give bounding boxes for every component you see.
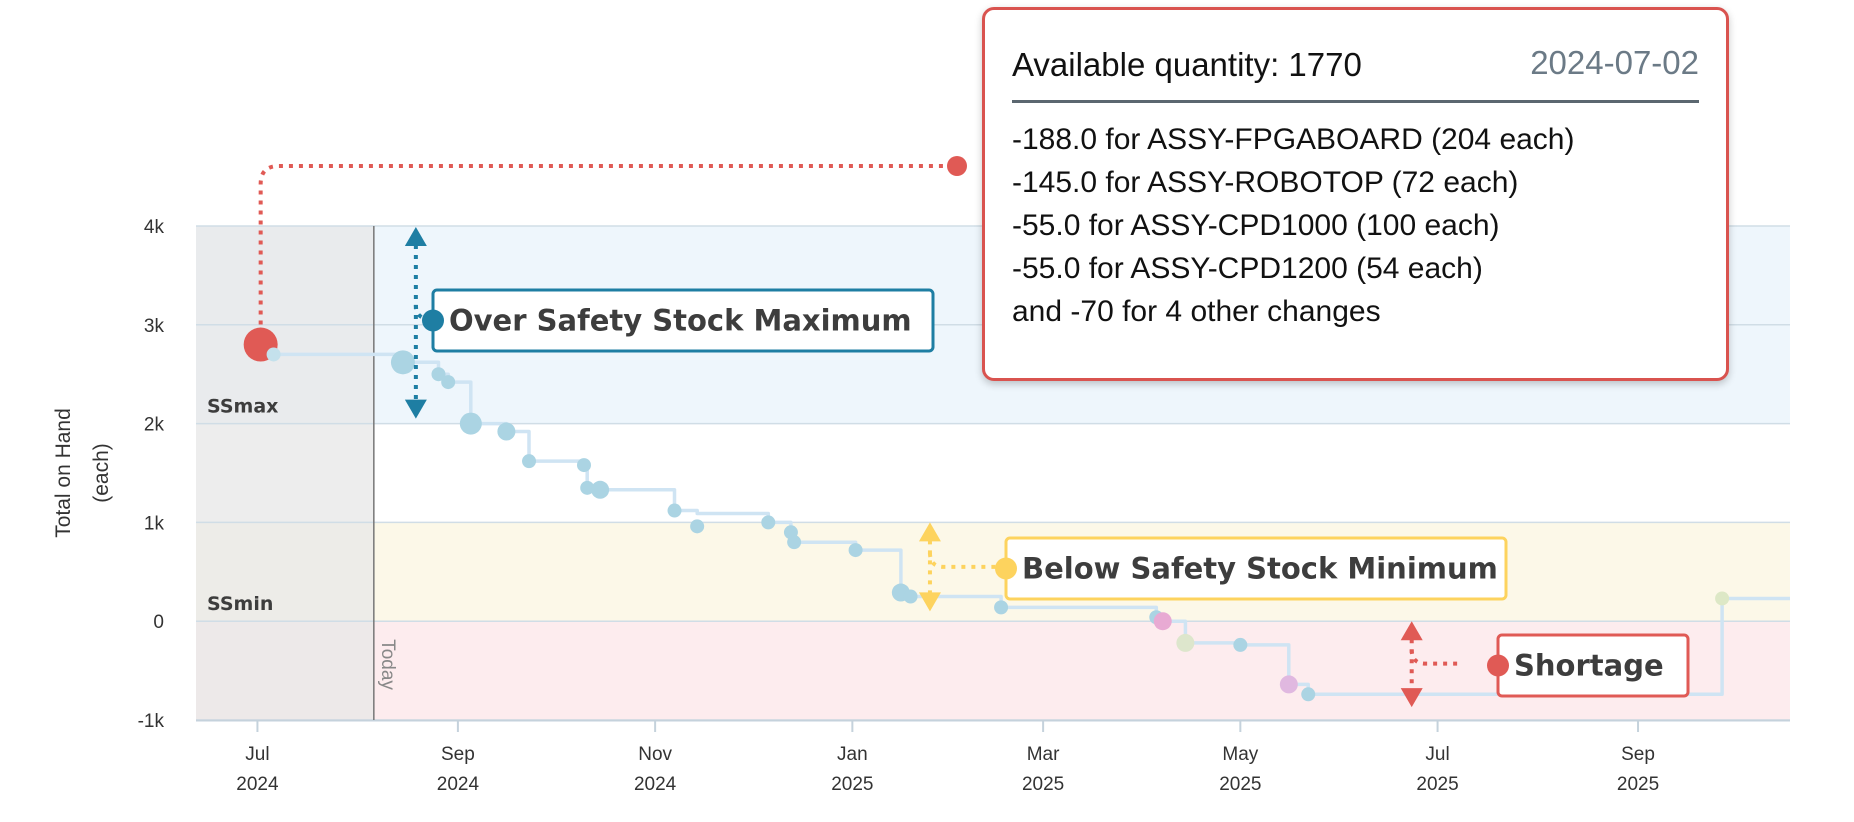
tooltip-line: -188.0 for ASSY-FPGABOARD (204 each) <box>1012 123 1575 156</box>
tooltip-connector <box>258 156 967 325</box>
x-tick-label: Jan <box>837 744 868 765</box>
threshold-label: SSmin <box>207 593 273 615</box>
y-axis-label-line: (each) <box>90 443 113 503</box>
event-point <box>1715 591 1730 606</box>
event-point <box>390 350 415 375</box>
x-tick-label: 2025 <box>1022 774 1064 795</box>
tooltip-quantity: Available quantity: 1770 <box>1012 46 1362 83</box>
x-tick-label: Sep <box>1621 744 1655 765</box>
tooltip-lines: -188.0 for ASSY-FPGABOARD (204 each) -14… <box>1012 118 1575 333</box>
y-axis: 4k 3k 2k 1k 0 -1k Total on Hand (each) SSmax SSmi… <box>52 217 278 732</box>
y-axis-label: Total on Hand (each) <box>52 408 113 538</box>
x-tick-label: 2025 <box>1617 774 1659 795</box>
callout-arrow-up <box>918 522 941 542</box>
callout-label: Over Safety Stock Maximum <box>449 304 912 338</box>
x-tick-label: 2024 <box>634 774 677 795</box>
tooltip-header: Available quantity: 1770 2024-07-02 <box>1012 40 1699 103</box>
event-point <box>1301 687 1316 702</box>
event-point <box>1279 675 1298 694</box>
event-point <box>667 503 682 518</box>
x-tick-label: 2024 <box>236 774 279 795</box>
event-point <box>690 519 705 534</box>
callout-connector <box>1409 649 1461 666</box>
callout-arrow-up <box>404 226 427 246</box>
y-tick-label: 1k <box>144 513 165 534</box>
tooltip-date: 2024-07-02 <box>1530 44 1699 81</box>
band-below <box>196 522 1790 622</box>
tooltip-line: and -70 for 4 other changes <box>1012 295 1381 328</box>
x-axis: Jul 2024 Sep 2024 Nov 2024 Jan 2025 Mar 2025 May 20… <box>196 226 1790 795</box>
stock-level-line <box>259 343 1790 697</box>
event-point <box>903 589 918 604</box>
event-point <box>1233 637 1248 652</box>
chart-series <box>243 327 1790 702</box>
event-point <box>1153 612 1172 631</box>
x-tick-label: May <box>1222 744 1258 765</box>
callout-arrow-up <box>1400 621 1423 641</box>
x-tick-label: Nov <box>638 744 672 765</box>
chart-callouts: Over Safety Stock Maximum Below Safety St… <box>404 226 1690 708</box>
event-point <box>576 458 591 473</box>
x-tick-label: Mar <box>1027 744 1060 765</box>
event-point <box>994 600 1009 615</box>
event-point <box>787 535 802 550</box>
event-point <box>459 412 482 435</box>
x-tick-label: Sep <box>441 744 475 765</box>
tooltip-connector-line <box>258 164 957 325</box>
x-tick-label: 2025 <box>831 774 873 795</box>
callout-arrow-down <box>918 592 941 612</box>
callout-dot <box>995 557 1017 580</box>
x-tick-label: Jul <box>245 744 269 765</box>
tooltip-line: -55.0 for ASSY-CPD1200 (54 each) <box>1012 252 1483 285</box>
event-point <box>591 480 610 499</box>
y-tick-label: 0 <box>153 612 164 633</box>
event-point <box>522 454 537 469</box>
tooltip-line: -145.0 for ASSY-ROBOTOP (72 each) <box>1012 166 1519 199</box>
callout-arrow-down <box>1400 688 1423 708</box>
y-tick-label: -1k <box>138 711 165 732</box>
callout-dot <box>422 309 444 332</box>
x-tick-label: Jul <box>1425 744 1449 765</box>
threshold-label: SSmax <box>207 396 278 418</box>
event-point <box>761 515 776 530</box>
callout-connector <box>927 552 1027 569</box>
event-point <box>848 543 863 558</box>
past-period-shade <box>196 226 374 720</box>
callout-label: Shortage <box>1514 649 1664 683</box>
x-tick-label: 2025 <box>1416 774 1458 795</box>
event-point <box>497 422 516 441</box>
event-point <box>1176 633 1195 652</box>
x-tick-label: 2025 <box>1219 774 1261 795</box>
tooltip-connector-dot <box>947 156 967 176</box>
event-point <box>266 347 281 362</box>
tooltip-box: Available quantity: 1770 2024-07-02 -188… <box>982 7 1729 381</box>
y-tick-label: 2k <box>144 415 165 436</box>
event-point <box>580 480 595 495</box>
x-tick-label: 2024 <box>437 774 480 795</box>
callout-label: Below Safety Stock Minimum <box>1022 552 1498 586</box>
callout-arrow-down <box>404 399 427 419</box>
y-axis-label-line: Total on Hand <box>52 408 75 538</box>
tooltip-line: -55.0 for ASSY-CPD1000 (100 each) <box>1012 209 1500 242</box>
event-point <box>431 367 446 382</box>
today-label: Today <box>377 639 398 690</box>
callout-dot <box>1487 654 1509 677</box>
y-tick-label: 4k <box>144 217 165 238</box>
y-tick-label: 3k <box>144 316 165 337</box>
event-point <box>441 375 456 390</box>
